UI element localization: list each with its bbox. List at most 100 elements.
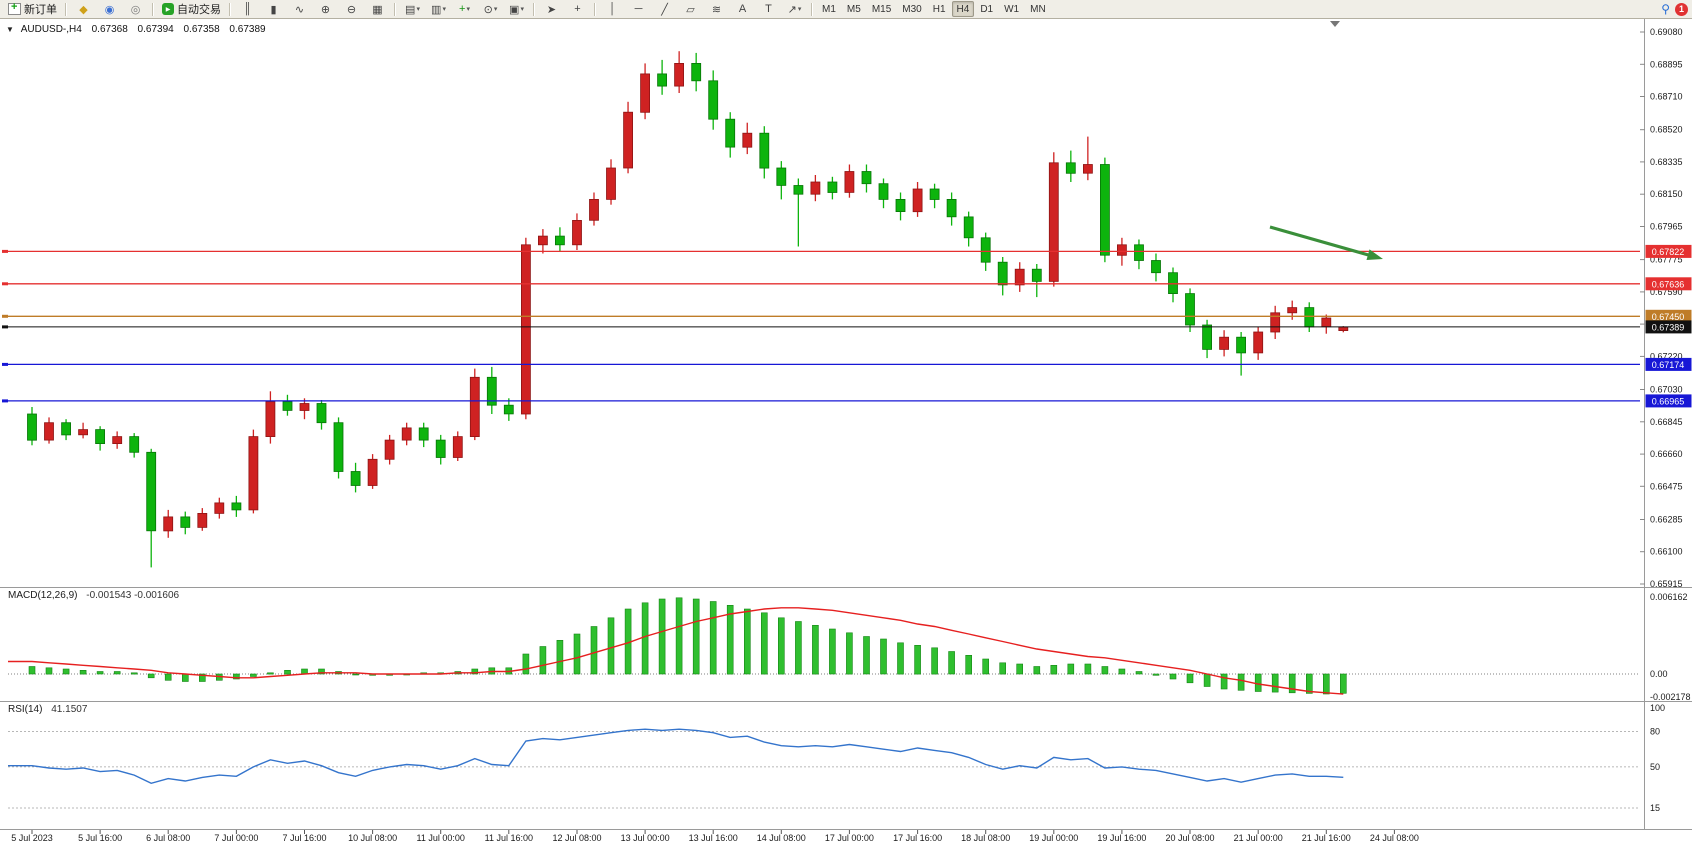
candlestick xyxy=(912,188,923,213)
price-axis-label: 0.66660 xyxy=(1650,449,1683,459)
timeframe-h1-button[interactable]: H1 xyxy=(932,3,946,15)
timeframe-m15-button[interactable]: M15 xyxy=(871,3,892,15)
tile-windows-button[interactable]: ▦ xyxy=(365,0,390,18)
new-order-label: 新订单 xyxy=(24,4,57,16)
price-axis-label: 0.67590 xyxy=(1650,287,1683,297)
chevron-down-icon: ▾ xyxy=(797,6,802,13)
macd-histogram-bar xyxy=(1203,673,1211,687)
time-axis-label: 5 Jul 2023 xyxy=(11,833,53,843)
arrows-button[interactable]: ↗ ▾ xyxy=(782,0,807,18)
horizontal-line-button[interactable]: ─ xyxy=(626,0,651,18)
timeframe-d1-button[interactable]: D1 xyxy=(980,3,994,15)
macd-histogram-bar xyxy=(607,617,615,675)
timeframe-mn-button[interactable]: MN xyxy=(1030,3,1046,15)
channel-button[interactable]: ▱ xyxy=(678,0,703,18)
zoom-out-button[interactable]: ⊖ xyxy=(339,0,364,18)
candlestick xyxy=(623,111,633,169)
macd-histogram-bar xyxy=(28,666,36,675)
price-line-handle[interactable] xyxy=(2,282,8,286)
price-line-handle[interactable] xyxy=(2,325,8,329)
fibonacci-button[interactable]: ≋ xyxy=(704,0,729,18)
community-button[interactable]: ◉ xyxy=(97,0,122,18)
auto-trading-button[interactable]: 自动交易 xyxy=(158,0,225,18)
price-line-label: 0.67389 xyxy=(1652,322,1685,332)
timeframe-m1-button[interactable]: M1 xyxy=(822,3,836,15)
new-order-icon xyxy=(8,1,21,15)
candlestick xyxy=(1065,162,1076,174)
candlestick xyxy=(418,427,429,441)
macd-histogram-bar xyxy=(948,651,955,675)
price-axis-label: 0.67965 xyxy=(1650,222,1683,232)
price-line-handle[interactable] xyxy=(2,314,8,318)
candlestick xyxy=(1270,312,1281,333)
periods-button[interactable]: ⊙ ▾ xyxy=(478,0,503,18)
candlestick xyxy=(725,118,736,148)
text-button[interactable]: A xyxy=(730,0,755,18)
rsi-indicator-label: RSI(14) 41.1507 xyxy=(8,704,87,715)
vertical-line-button[interactable]: │ xyxy=(600,0,625,18)
quote-close: 0.67389 xyxy=(229,24,266,35)
macd-histogram-bar xyxy=(284,669,291,675)
macd-histogram-bar xyxy=(556,639,564,675)
price-axis-label: 0.67775 xyxy=(1650,255,1683,265)
candlestick xyxy=(112,436,123,445)
time-axis-label: 18 Jul 08:00 xyxy=(961,833,1010,843)
zoom-in-button[interactable]: ⊕ xyxy=(313,0,338,18)
price-line-handle[interactable] xyxy=(2,249,8,253)
price-line-handle[interactable] xyxy=(2,362,8,366)
bar-chart-button[interactable]: ║ xyxy=(235,0,260,18)
toolbar-separator xyxy=(152,2,154,16)
chart-shift-marker[interactable] xyxy=(1330,21,1340,27)
one-click-trading-toggle[interactable]: ▼ xyxy=(6,25,14,34)
macd-histogram-bar xyxy=(1016,663,1024,675)
macd-histogram-bar xyxy=(199,673,206,682)
trend-arrow-line[interactable] xyxy=(1269,225,1373,258)
macd-name: MACD(12,26,9) xyxy=(8,590,78,601)
macd-histogram-bar xyxy=(1050,664,1058,675)
toolbar-separator xyxy=(65,2,67,16)
price-axis-label: 0.68150 xyxy=(1650,189,1683,199)
periods-icon: ⊙ xyxy=(483,3,493,16)
candlestick xyxy=(333,422,344,472)
chevron-down-icon: ▾ xyxy=(520,6,524,13)
candlestick xyxy=(895,198,906,212)
timeframe-m5-button[interactable]: M5 xyxy=(846,3,861,15)
candlestick xyxy=(231,502,242,511)
chevron-down-icon: ▾ xyxy=(466,6,470,13)
timeframe-h4-button[interactable]: H4 xyxy=(951,1,975,17)
search-button[interactable]: ⚲ xyxy=(1657,0,1674,18)
line-chart-button[interactable]: ∿ xyxy=(287,0,312,18)
label-button[interactable]: T xyxy=(756,0,781,18)
trend-arrow-head[interactable] xyxy=(1366,249,1384,260)
macd-histogram-bar xyxy=(1306,673,1313,694)
candlestick xyxy=(997,261,1008,286)
market-button[interactable]: ◆ xyxy=(71,0,96,18)
timeframe-m30-button[interactable]: M30 xyxy=(902,3,922,15)
candlestick-chart-button[interactable]: ▮ xyxy=(261,0,286,18)
candlestick xyxy=(946,198,957,218)
timeframe-w1-button[interactable]: W1 xyxy=(1004,3,1020,15)
price-line-handle[interactable] xyxy=(2,399,8,403)
chevron-down-icon: ▾ xyxy=(493,6,498,13)
candlestick xyxy=(589,198,599,221)
time-axis-label: 5 Jul 16:00 xyxy=(78,833,122,843)
notification-badge[interactable]: 1 xyxy=(1675,2,1688,16)
profiles-button[interactable]: ▥ ▾ xyxy=(426,0,451,18)
price-line-label-box xyxy=(1645,357,1692,371)
new-order-button[interactable]: 新订单 xyxy=(4,0,61,18)
candlestick xyxy=(129,436,140,453)
market-icon: ◆ xyxy=(79,3,88,16)
templates-button[interactable]: ▣ ▾ xyxy=(504,0,529,18)
indicators-button[interactable]: + ▾ xyxy=(452,0,477,18)
crosshair-button[interactable]: + xyxy=(565,0,590,18)
cursor-button[interactable]: ➤ xyxy=(539,0,564,18)
candlestick xyxy=(759,132,770,169)
price-line-label-box xyxy=(1645,320,1692,334)
time-axis-label: 19 Jul 00:00 xyxy=(1029,833,1078,843)
candlestick xyxy=(776,167,787,186)
macd-histogram-bar xyxy=(352,673,359,676)
new-chart-button[interactable]: ▤ ▾ xyxy=(400,0,425,18)
trendline-button[interactable]: ╱ xyxy=(652,0,677,18)
signals-button[interactable]: ◎ xyxy=(123,0,148,18)
